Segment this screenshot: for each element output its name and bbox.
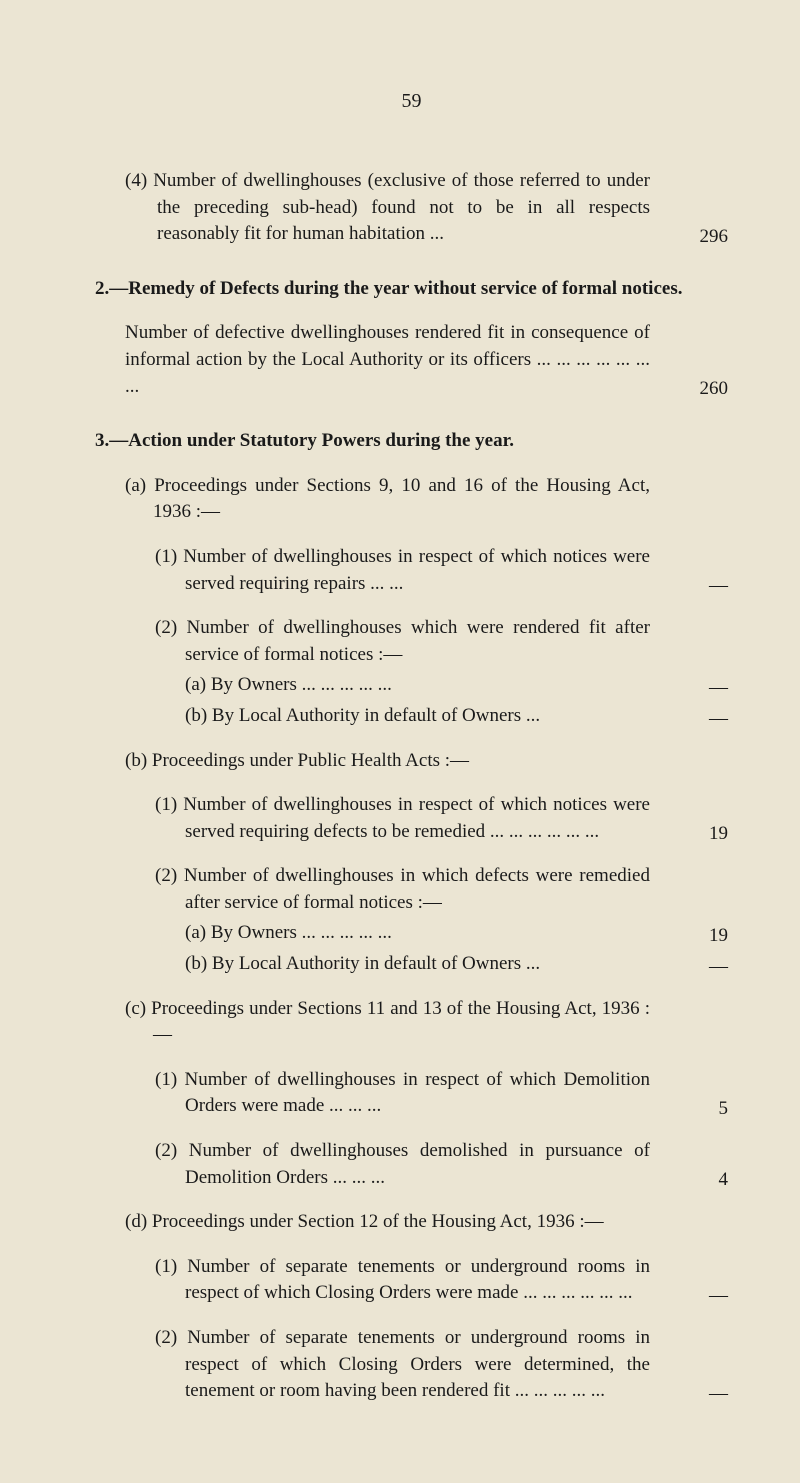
s3-c-intro-text: (c) Proceedings under Sections 11 and 13… xyxy=(95,996,650,1049)
s3-d-1-value: — xyxy=(650,1285,728,1307)
s3-b-intro: (b) Proceedings under Public Health Acts… xyxy=(95,748,728,775)
s3-b-1: (1) Number of dwellinghouses in respect … xyxy=(95,792,728,845)
s3-b-2-text: (2) Number of dwellinghouses in which de… xyxy=(95,863,650,916)
s3-d-2-value: — xyxy=(650,1383,728,1405)
s3-a-2: (2) Number of dwellinghouses which were … xyxy=(95,615,728,668)
s3-d-1: (1) Number of separate tenements or unde… xyxy=(95,1254,728,1307)
s3-b-1-text: (1) Number of dwellinghouses in respect … xyxy=(95,792,650,845)
page-container: 59 (4) Number of dwellinghouses (exclusi… xyxy=(0,0,800,1483)
section-2-entry: Number of defective dwellinghouses rende… xyxy=(95,320,728,400)
s3-d-intro: (d) Proceedings under Section 12 of the … xyxy=(95,1209,728,1236)
section-2-text: Number of defective dwellinghouses rende… xyxy=(95,320,650,400)
s3-a-2-text: (2) Number of dwellinghouses which were … xyxy=(95,615,650,668)
s3-c-1-value: 5 xyxy=(650,1098,728,1120)
s3-d-2-text: (2) Number of separate tenements or unde… xyxy=(95,1325,650,1405)
s3-a-1-text: (1) Number of dwellinghouses in respect … xyxy=(95,544,650,597)
s3-a-2a-value: — xyxy=(650,677,728,699)
s3-a-2b: (b) By Local Authority in default of Own… xyxy=(95,703,728,730)
s3-b-2a: (a) By Owners ... ... ... ... ... 19 xyxy=(95,920,728,947)
s3-b-2b-value: — xyxy=(650,956,728,978)
s3-d-2: (2) Number of separate tenements or unde… xyxy=(95,1325,728,1405)
s3-b-2b-text: (b) By Local Authority in default of Own… xyxy=(95,951,650,978)
s3-a-2a: (a) By Owners ... ... ... ... ... — xyxy=(95,672,728,699)
s3-a-1-value: — xyxy=(650,575,728,597)
s3-c-2-text: (2) Number of dwellinghouses demolished … xyxy=(95,1138,650,1191)
s3-c-2-value: 4 xyxy=(650,1169,728,1191)
s3-a-2b-text: (b) By Local Authority in default of Own… xyxy=(95,703,650,730)
s3-a-1: (1) Number of dwellinghouses in respect … xyxy=(95,544,728,597)
s3-b-intro-text: (b) Proceedings under Public Health Acts… xyxy=(95,748,650,775)
s3-b-2a-value: 19 xyxy=(650,925,728,947)
s3-a-2a-text: (a) By Owners ... ... ... ... ... xyxy=(95,672,650,699)
section-2-heading: 2.—Remedy of Defects during the year wit… xyxy=(95,276,728,303)
section-3-heading: 3.—Action under Statutory Powers during … xyxy=(95,428,728,455)
s3-a-intro: (a) Proceedings under Sections 9, 10 and… xyxy=(95,473,728,526)
section-2-value: 260 xyxy=(650,378,728,400)
s3-c-1: (1) Number of dwellinghouses in respect … xyxy=(95,1067,728,1120)
s3-b-2a-text: (a) By Owners ... ... ... ... ... xyxy=(95,920,650,947)
s3-d-1-text: (1) Number of separate tenements or unde… xyxy=(95,1254,650,1307)
s3-b-2b: (b) By Local Authority in default of Own… xyxy=(95,951,728,978)
s3-a-2b-value: — xyxy=(650,708,728,730)
s3-b-1-value: 19 xyxy=(650,823,728,845)
s3-c-intro: (c) Proceedings under Sections 11 and 13… xyxy=(95,996,728,1049)
s3-a-intro-text: (a) Proceedings under Sections 9, 10 and… xyxy=(95,473,650,526)
item-4-text: (4) Number of dwellinghouses (exclusive … xyxy=(95,168,650,248)
item-4-value: 296 xyxy=(650,226,728,248)
s3-c-2: (2) Number of dwellinghouses demolished … xyxy=(95,1138,728,1191)
s3-d-intro-text: (d) Proceedings under Section 12 of the … xyxy=(95,1209,650,1236)
item-4: (4) Number of dwellinghouses (exclusive … xyxy=(95,168,728,248)
s3-c-1-text: (1) Number of dwellinghouses in respect … xyxy=(95,1067,650,1120)
page-number: 59 xyxy=(95,90,728,113)
s3-b-2: (2) Number of dwellinghouses in which de… xyxy=(95,863,728,916)
